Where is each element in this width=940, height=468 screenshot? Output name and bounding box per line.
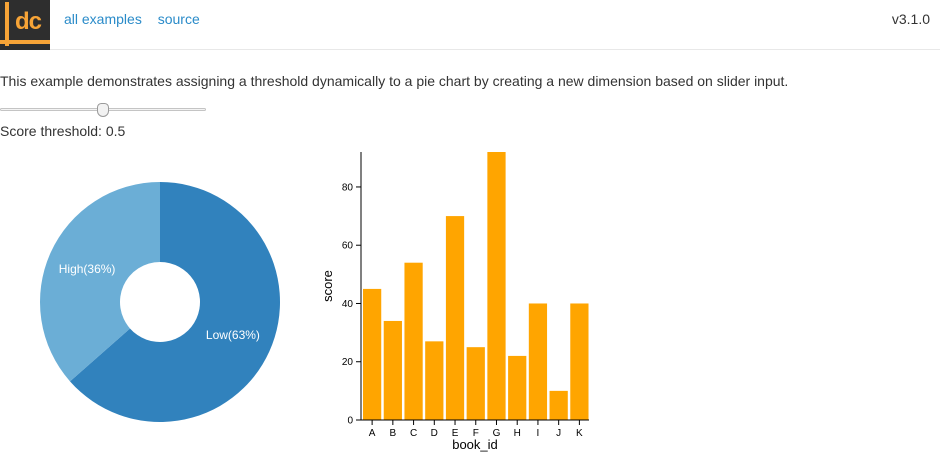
- bar-I[interactable]: [528, 303, 548, 420]
- pie-chart: Low(63%) High(36%): [40, 182, 280, 422]
- x-tick-label-J: J: [556, 428, 561, 439]
- bar-E[interactable]: [445, 216, 465, 420]
- dc-logo[interactable]: dc: [0, 0, 50, 50]
- bar-A[interactable]: [363, 288, 382, 420]
- x-tick-label-G: G: [493, 428, 501, 439]
- header-bar: dc all examples source v3.1.0: [0, 0, 940, 50]
- y-tick-label-1: 20: [342, 357, 354, 368]
- x-tick-label-B: B: [390, 428, 397, 439]
- logo-horizontal-bar: [0, 40, 50, 44]
- x-tick-label-H: H: [514, 428, 521, 439]
- x-tick-label-K: K: [576, 428, 583, 439]
- pie-slice-label-0: Low(63%): [206, 328, 260, 342]
- version-label: v3.1.0: [891, 11, 930, 27]
- description-text: This example demonstrates assigning a th…: [0, 73, 789, 89]
- threshold-slider[interactable]: [0, 103, 206, 117]
- y-tick-label-3: 60: [342, 241, 354, 252]
- score-threshold-label: Score threshold: 0.5: [0, 123, 126, 139]
- pie-slice-0[interactable]: [69, 182, 280, 422]
- pie-slice-1[interactable]: [40, 182, 161, 382]
- slider-thumb[interactable]: [97, 103, 109, 117]
- y-tick-label-4: 80: [342, 182, 354, 193]
- pie-slice-label-1: High(36%): [59, 262, 116, 276]
- source-link[interactable]: source: [157, 11, 200, 27]
- bar-J[interactable]: [549, 390, 568, 420]
- y-tick-label-2: 40: [342, 299, 354, 310]
- bar-F[interactable]: [466, 347, 485, 420]
- logo-text: dc: [15, 8, 42, 35]
- x-tick-label-E: E: [452, 428, 459, 439]
- x-tick-label-F: F: [473, 428, 479, 439]
- x-axis-label: book_id: [452, 437, 498, 452]
- x-tick-label-C: C: [410, 428, 417, 439]
- bar-C[interactable]: [404, 262, 423, 420]
- x-tick-label-D: D: [431, 428, 438, 439]
- bar-G[interactable]: [487, 152, 506, 420]
- x-tick-label-A: A: [369, 428, 376, 439]
- bar-H[interactable]: [508, 355, 527, 420]
- y-tick-label-0: 0: [347, 416, 353, 427]
- x-tick-label-I: I: [537, 428, 540, 439]
- logo-vertical-bar: [5, 2, 9, 46]
- y-axis-label: score: [320, 270, 335, 302]
- bar-B[interactable]: [383, 320, 402, 420]
- all-examples-link[interactable]: all examples: [64, 11, 142, 27]
- nav-links: all examples source: [64, 10, 212, 28]
- bar-D[interactable]: [425, 341, 444, 420]
- bar-K[interactable]: [570, 303, 589, 420]
